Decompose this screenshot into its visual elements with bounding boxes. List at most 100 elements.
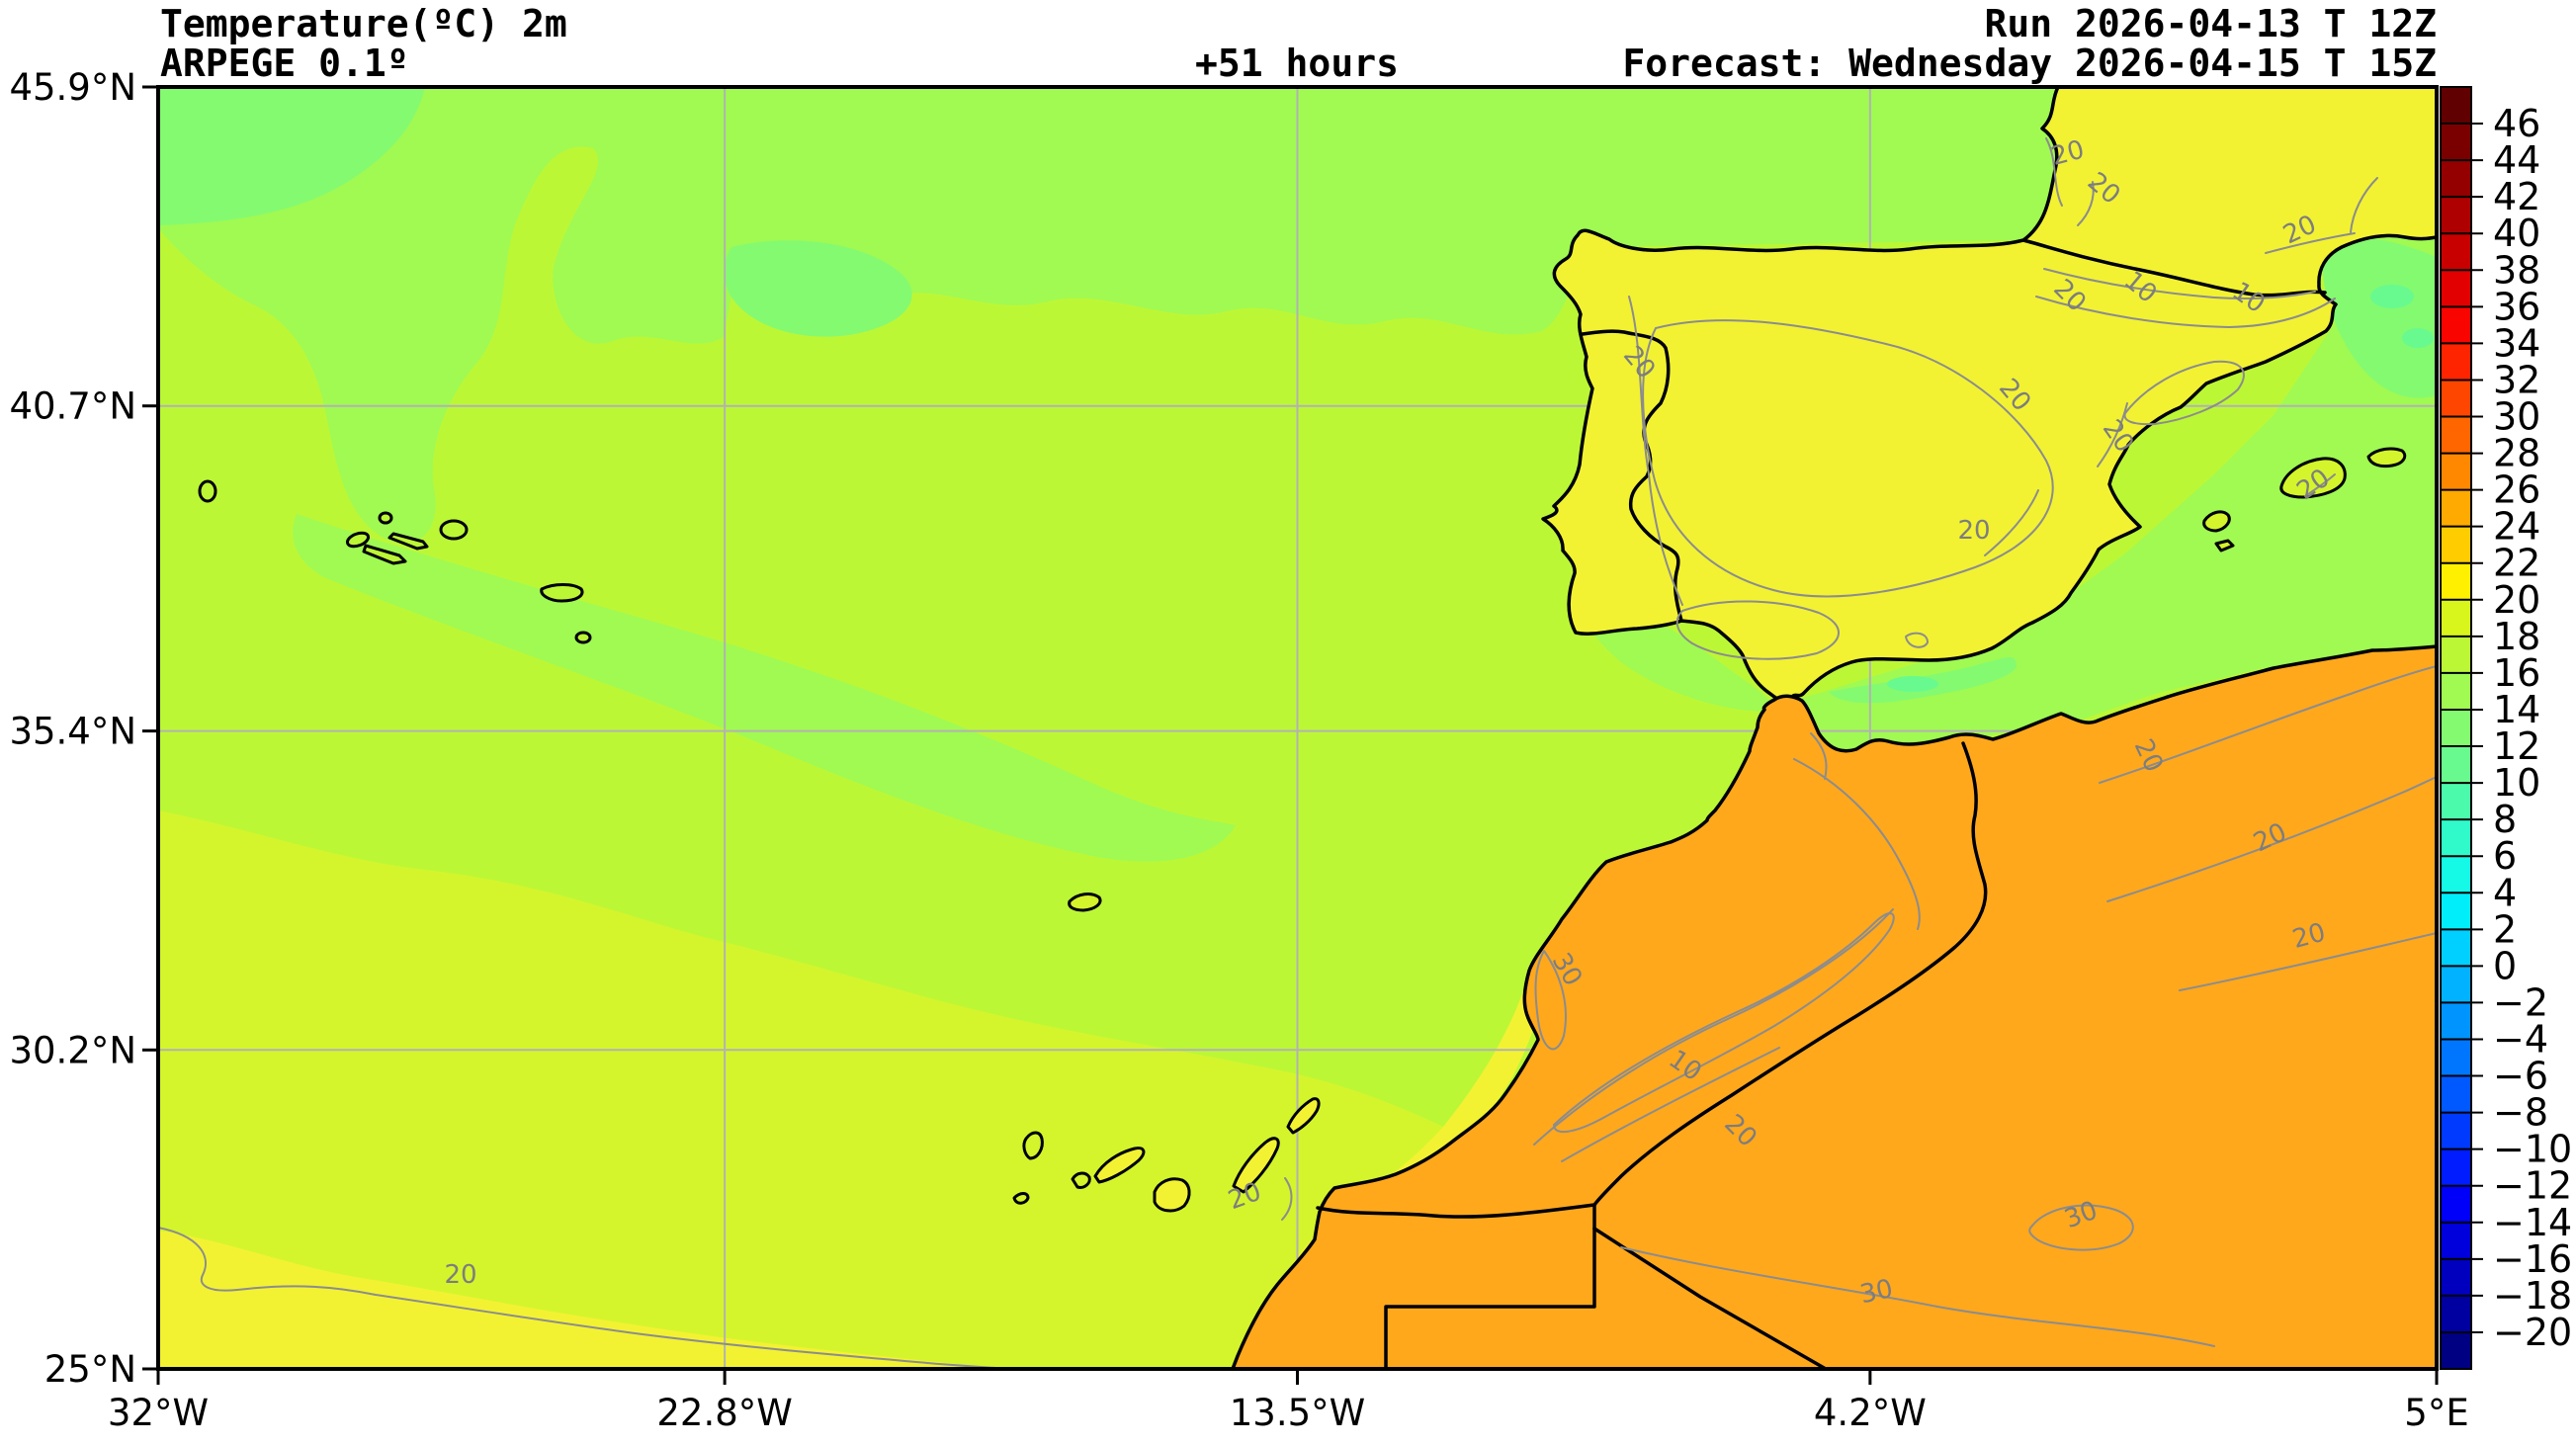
axes-layer: 32°W 22.8°W 13.5°W 4.2°W 5°E 45.9°N 40.7°N 35.4… xyxy=(9,66,2468,1434)
island-faial xyxy=(345,531,371,549)
border-algeria-mauritania xyxy=(1592,1227,1828,1369)
x-axis-label: 4.2°W xyxy=(1814,1392,1927,1434)
contour-30-morocco-coast xyxy=(1534,950,1567,1051)
colorbar-segment xyxy=(2441,489,2471,528)
y-axis-label: 25°N xyxy=(44,1348,136,1391)
contour-20-iberia xyxy=(1642,319,2054,598)
island-la-palma xyxy=(1022,1131,1044,1160)
contour-20-mallorca xyxy=(2304,473,2336,497)
colorbar-label: 24 xyxy=(2493,505,2540,549)
contour-20-france-c xyxy=(2265,232,2356,254)
colorbar-segment xyxy=(2441,783,2471,820)
island-sao-miguel xyxy=(540,583,584,603)
island-terceira xyxy=(439,519,469,541)
border-ws-east xyxy=(1384,1203,1596,1369)
colorbar-label: 16 xyxy=(2493,651,2540,695)
colorbar-segment xyxy=(2441,929,2471,967)
island-flores xyxy=(198,479,217,503)
sea-gulf-of-lion xyxy=(2322,236,2437,398)
colorbar-segment xyxy=(2441,1075,2471,1114)
colorbar-label: −16 xyxy=(2493,1237,2572,1281)
contour-value-label: 20 xyxy=(1957,516,1990,546)
contour-10-pyrenees xyxy=(2043,268,2316,300)
colorbar-segment xyxy=(2441,416,2471,455)
contour-20-france-a xyxy=(2045,137,2063,207)
colorbar-label: 44 xyxy=(2493,138,2540,182)
colorbar-label: 2 xyxy=(2493,907,2517,951)
contour-20-rif xyxy=(1810,732,1828,780)
contour-20-algeria-b xyxy=(2106,776,2437,902)
colorbar-label: −6 xyxy=(2493,1055,2548,1098)
colorbar-segment xyxy=(2441,1112,2471,1150)
sea-lion-cold-patch xyxy=(2370,285,2414,308)
contour-20-ocean xyxy=(158,1227,1009,1369)
model-subtitle: ARPEGE 0.1º xyxy=(160,42,409,85)
colorbar-label: 30 xyxy=(2493,395,2540,439)
island-formentera xyxy=(2214,539,2235,553)
island-sao-jorge xyxy=(387,532,429,551)
contour-30-ring-algeria xyxy=(2028,1204,2134,1251)
colorbar-label: −18 xyxy=(2493,1274,2572,1318)
colorbar-label: −2 xyxy=(2493,980,2548,1024)
contour-20-algeria-c xyxy=(2179,932,2437,991)
colorbar-label: 22 xyxy=(2493,542,2540,585)
x-axis-label: 32°W xyxy=(108,1392,209,1434)
contour-20-morocco xyxy=(1793,758,1921,930)
colorbar-segment xyxy=(2441,966,2471,1004)
colorbar-segment xyxy=(2441,819,2471,857)
island-la-gomera xyxy=(1071,1171,1091,1189)
island-tenerife xyxy=(1093,1147,1146,1184)
contour-20-canaries xyxy=(1281,1177,1293,1221)
colorbar-segment xyxy=(2441,1331,2471,1370)
colorbar-segment xyxy=(2441,893,2471,930)
contour-20-portugal xyxy=(1628,296,1683,606)
colorbar-segment xyxy=(2441,709,2471,747)
colorbar-label: 26 xyxy=(2493,468,2540,512)
colorbar-segment xyxy=(2441,233,2471,271)
border-morocco-western-sahara xyxy=(1316,1203,1596,1219)
colorbar-segment xyxy=(2441,636,2471,674)
colorbar-label: 32 xyxy=(2493,358,2540,401)
island-menorca xyxy=(2366,447,2407,468)
contour-30-sahara xyxy=(1620,1246,2215,1347)
colorbar-segment xyxy=(2441,856,2471,893)
colorbar-segment xyxy=(2441,87,2471,125)
colorbar-label: 12 xyxy=(2493,724,2540,768)
sea-lion-cold-patch xyxy=(2402,328,2434,348)
lead-time-label: +51 hours xyxy=(1195,42,1399,85)
contour-20-valencia-a xyxy=(1984,489,2039,556)
colorbar-segment xyxy=(2441,343,2471,382)
island-fuerteventura xyxy=(1232,1137,1280,1194)
contour-20-valencia-b xyxy=(2097,402,2128,468)
contour-20-france-b xyxy=(2077,181,2095,226)
colorbar-label: 20 xyxy=(2493,578,2540,622)
colorbar-segment xyxy=(2441,1148,2471,1187)
colorbar-segment xyxy=(2441,160,2471,198)
forecast-timestamp: Forecast: Wednesday 2026-04-15 T 15Z xyxy=(1622,42,2437,85)
contour-20-atlas-south xyxy=(1561,1047,1780,1162)
islands-layer xyxy=(198,447,2407,1213)
colorbar-segment xyxy=(2441,1185,2471,1224)
colorbar-segment xyxy=(2441,599,2471,638)
ocean-zone-south xyxy=(158,810,1680,1369)
colorbar-label: 42 xyxy=(2493,175,2540,218)
contour-20-france-d xyxy=(2350,177,2378,233)
colorbar: 4644424038363432302826242220181614121086… xyxy=(2440,86,2572,1370)
island-gran-canaria xyxy=(1153,1177,1191,1213)
colorbar-label: −12 xyxy=(2493,1164,2572,1208)
contour-ring-sierra-nevada xyxy=(1905,632,1929,648)
colorbar-segment xyxy=(2441,453,2471,491)
island-pico xyxy=(362,544,407,565)
colorbar-segment xyxy=(2441,124,2471,161)
contour-ring-ebro xyxy=(2123,360,2245,426)
colorbar-segment xyxy=(2441,562,2471,601)
contour-value-label: 20 xyxy=(444,1260,476,1290)
colorbar-label: −20 xyxy=(2493,1311,2572,1354)
colorbar-label: −4 xyxy=(2493,1017,2548,1061)
island-santa-maria xyxy=(574,631,592,644)
colorbar-label: 38 xyxy=(2493,248,2540,292)
ocean-zone-southwest-warm xyxy=(158,1231,998,1369)
colorbar-label: 4 xyxy=(2493,871,2517,914)
contour-layer xyxy=(158,137,2437,1369)
